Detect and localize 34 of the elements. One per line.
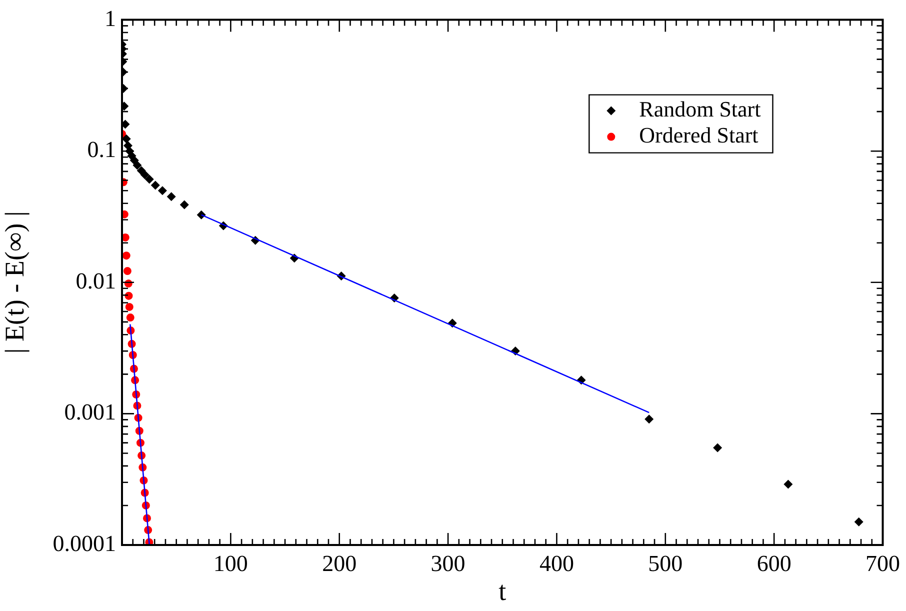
y-tick-label: 0.01 [76, 268, 116, 294]
point [158, 186, 167, 196]
point [644, 414, 654, 424]
point [126, 314, 134, 322]
point [784, 480, 793, 489]
point [150, 180, 160, 190]
y-axis-title: | E(t) - E(∞) | [0, 211, 30, 354]
point [713, 443, 722, 452]
x-axis-title: t [498, 576, 507, 606]
y-tick-label: 0.0001 [52, 531, 116, 556]
point [144, 174, 154, 184]
point [125, 302, 134, 311]
point [122, 134, 131, 144]
x-tick-label: 100 [213, 550, 248, 576]
point [122, 252, 130, 260]
x-tick-label: 500 [648, 550, 683, 576]
point [180, 200, 189, 210]
y-tick-label: 1 [104, 6, 116, 31]
y-tick-label: 0.1 [87, 137, 116, 162]
point [166, 192, 176, 202]
legend-label: Random Start [639, 96, 761, 122]
x-tick-label: 200 [322, 550, 357, 576]
point [854, 517, 864, 526]
x-tick-label: 700 [866, 550, 900, 576]
x-tick-label: 400 [539, 550, 574, 576]
y-tick-label: 0.001 [64, 400, 116, 425]
point [122, 233, 130, 242]
point [123, 267, 132, 276]
point [132, 160, 142, 170]
point [122, 120, 130, 129]
x-tick-label: 300 [430, 550, 466, 576]
x-tick-label: 600 [756, 550, 792, 576]
legend-label: Ordered Start [639, 122, 758, 148]
point [140, 170, 150, 180]
